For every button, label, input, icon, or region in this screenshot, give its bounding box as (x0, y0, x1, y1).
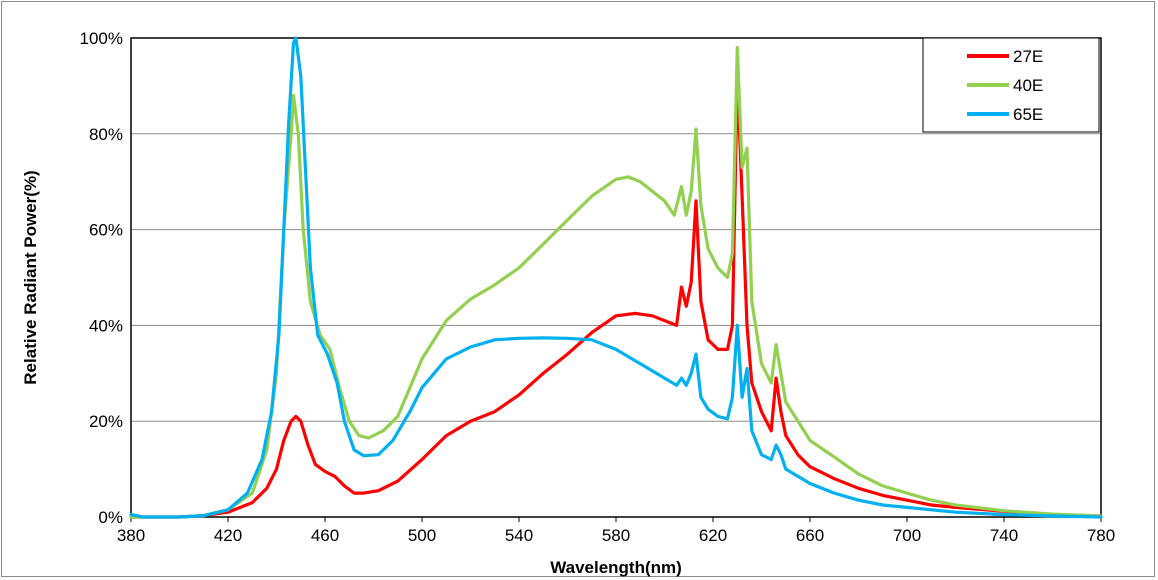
series-line-27E (129, 74, 1103, 519)
legend-label-65E: 65E (1013, 105, 1043, 124)
x-tick-label: 500 (408, 526, 436, 545)
x-axis-title: Wavelength(nm) (550, 558, 682, 577)
y-tick-label: 40% (89, 316, 123, 335)
x-tick-label: 620 (699, 526, 727, 545)
y-tick-label: 0% (98, 508, 123, 527)
x-tick-label: 420 (214, 526, 242, 545)
legend-label-40E: 40E (1013, 76, 1043, 95)
y-tick-label: 100% (80, 29, 123, 48)
y-axis-title: Relative Radiant Power(%) (21, 170, 40, 384)
x-tick-label: 660 (796, 526, 824, 545)
series-line-40E (129, 46, 1103, 519)
x-tick-label: 580 (602, 526, 630, 545)
legend: 27E 40E 65E (922, 37, 1100, 133)
x-tick-label: 780 (1087, 526, 1115, 545)
tick-layer: 0% 20% 40% 60% 80% 100% 380 420 460 500 540 580 620 6… (80, 29, 1116, 545)
x-tick-label: 460 (311, 526, 339, 545)
series-layer (129, 36, 1103, 519)
legend-box (922, 37, 1100, 133)
x-tick-label: 700 (893, 526, 921, 545)
y-tick-label: 20% (89, 412, 123, 431)
y-tick-label: 80% (89, 125, 123, 144)
x-tick-label: 380 (117, 526, 145, 545)
x-tick-label: 740 (990, 526, 1018, 545)
y-tick-label: 60% (89, 221, 123, 240)
series-line-65E (129, 36, 1103, 519)
legend-label-27E: 27E (1013, 47, 1043, 66)
x-tick-label: 540 (505, 526, 533, 545)
